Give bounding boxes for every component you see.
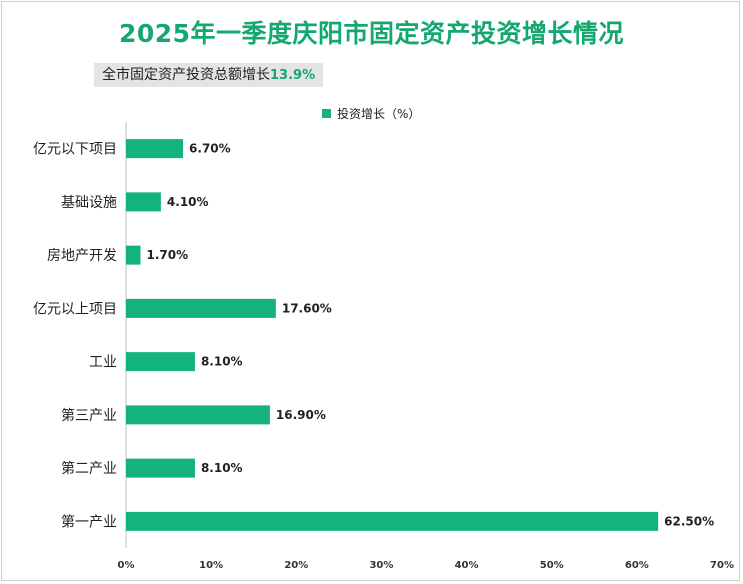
subtitle-value: 13.9% [270, 68, 316, 83]
bar [126, 458, 195, 478]
subtitle-box: 全市固定资产投资总额增长13.9% [94, 63, 324, 87]
x-tick-label: 40% [455, 560, 479, 571]
legend: 投资增长（%） [322, 105, 420, 122]
bar [126, 511, 659, 531]
category-label: 基础设施 [61, 194, 117, 211]
x-tick-label: 60% [625, 560, 649, 571]
x-tick-label: 30% [369, 560, 393, 571]
category-label: 亿元以上项目 [33, 301, 117, 317]
bar [126, 405, 270, 425]
data-label: 4.10% [167, 195, 209, 209]
x-tick-label: 20% [284, 560, 308, 571]
x-tick-label: 0% [118, 560, 135, 571]
bar [126, 245, 141, 265]
category-label: 亿元以下项目 [33, 142, 117, 158]
data-label: 8.10% [201, 355, 243, 369]
bar [126, 139, 184, 159]
data-label: 16.90% [276, 408, 326, 422]
bar [126, 352, 195, 372]
bar [126, 192, 161, 212]
data-label: 1.70% [146, 248, 188, 262]
category-label: 第一产业 [61, 513, 117, 530]
legend-swatch [322, 109, 331, 118]
subtitle-label: 全市固定资产投资总额增长 [102, 67, 270, 83]
legend-label: 投资增长（%） [337, 107, 421, 121]
x-tick-label: 50% [540, 560, 564, 571]
category-label: 第二产业 [61, 460, 117, 477]
category-label: 第三产业 [61, 407, 117, 424]
bar [126, 298, 276, 318]
data-label: 6.70% [189, 142, 231, 156]
data-label: 8.10% [201, 461, 243, 475]
data-label: 62.50% [664, 514, 714, 528]
category-label: 房地产开发 [47, 248, 117, 264]
data-label: 17.60% [282, 301, 332, 315]
chart-title: 2025年一季度庆阳市固定资产投资增长情况 [118, 19, 625, 48]
x-tick-label: 10% [199, 560, 223, 571]
x-tick-label: 70% [710, 560, 734, 571]
category-label: 工业 [89, 355, 117, 371]
